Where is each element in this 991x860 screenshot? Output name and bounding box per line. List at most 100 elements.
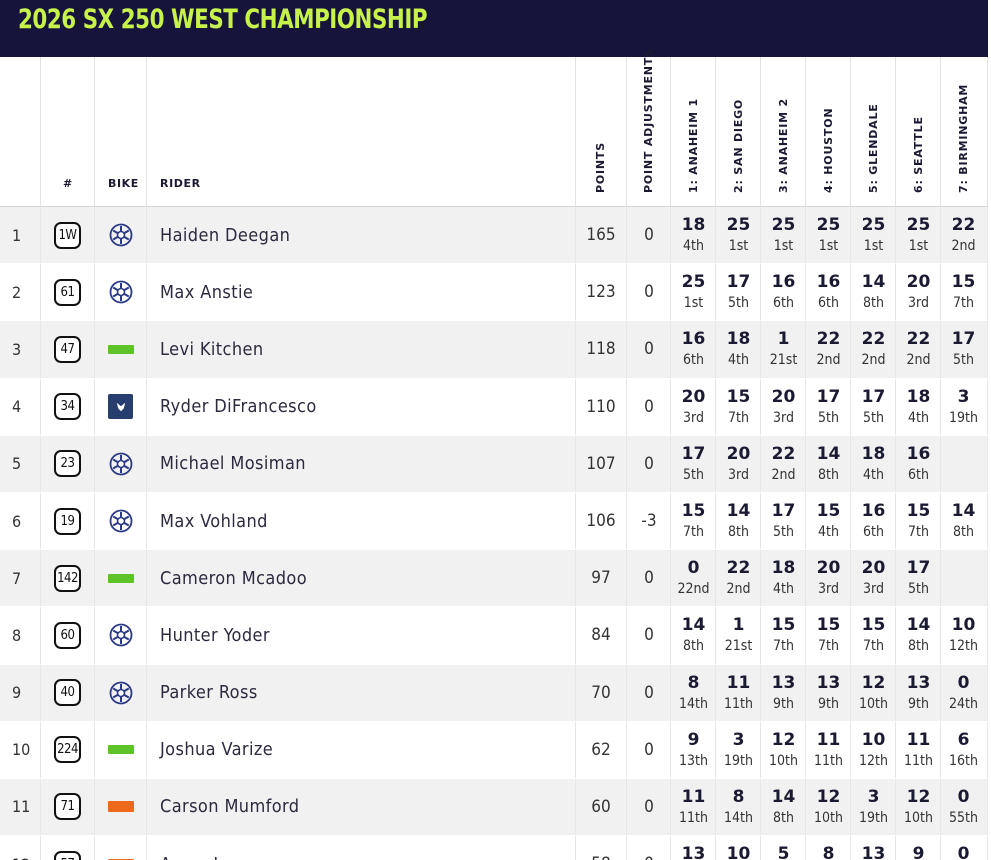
round-finish: 4th <box>818 524 839 541</box>
bike-cell <box>95 550 146 606</box>
column-divider <box>575 778 576 836</box>
column-divider <box>146 57 147 206</box>
column-divider <box>40 721 41 778</box>
number-cell: 60 <box>41 607 94 663</box>
round-points: 20 <box>681 386 706 407</box>
round-result-cell: 22 2nd <box>806 321 851 377</box>
column-divider <box>715 664 716 721</box>
rider-name[interactable]: Max Anstie <box>160 281 254 303</box>
round-finish: 11th <box>724 695 753 712</box>
column-divider <box>715 57 716 206</box>
column-divider <box>940 207 941 264</box>
number-cell: 1W <box>41 207 94 263</box>
round-finish: 6th <box>773 295 794 312</box>
round-points: 22 <box>951 215 976 236</box>
rider-name[interactable]: Joshua Varize <box>160 739 274 761</box>
column-divider <box>626 492 627 550</box>
round-result-cell: 15 7th <box>851 607 896 663</box>
rider-name[interactable]: Levi Kitchen <box>160 338 264 360</box>
round-points: 14 <box>906 615 931 636</box>
column-divider <box>895 264 896 321</box>
round-finish: 5th <box>863 409 884 426</box>
column-divider <box>715 321 716 378</box>
column-divider <box>940 435 941 492</box>
column-divider <box>850 57 851 206</box>
round-result-cell: 8 14th <box>716 779 761 835</box>
rider-name[interactable]: Haiden Deegan <box>160 224 291 246</box>
column-divider <box>670 207 671 264</box>
round-result-cell: 14 8th <box>716 493 761 549</box>
bike-cell <box>95 436 146 492</box>
column-divider <box>626 721 627 778</box>
points-cell: 165 <box>586 225 616 246</box>
round-points: 11 <box>816 729 841 750</box>
column-divider <box>40 207 41 264</box>
column-divider <box>670 721 671 778</box>
header-round-2: 2: SAN DIEGO <box>731 98 745 193</box>
round-finish: 2nd <box>726 581 751 598</box>
round-result-cell: 14 8th <box>941 493 986 549</box>
round-finish: 7th <box>728 409 749 426</box>
round-points: 25 <box>681 272 706 293</box>
column-divider <box>626 207 627 264</box>
round-points: 17 <box>951 329 976 350</box>
column-divider <box>940 492 941 550</box>
round-finish: 24th <box>949 695 978 712</box>
rider-name[interactable]: Ryder DiFrancesco <box>160 396 317 418</box>
rider-name[interactable]: Carson Mumford <box>160 796 300 818</box>
point-adjustment-cell: 0 <box>644 739 654 760</box>
round-result-cell: 3 19th <box>851 779 896 835</box>
column-divider <box>575 836 576 860</box>
page-title: 2026 SX 250 WEST CHAMPIONSHIP <box>18 4 428 35</box>
column-divider <box>670 607 671 664</box>
round-finish: 6th <box>683 352 704 369</box>
round-result-cell: 12 10th <box>896 779 941 835</box>
rider-name[interactable]: Max Vohland <box>160 510 268 532</box>
round-finish: 11th <box>814 752 843 769</box>
bike-cell <box>95 264 146 320</box>
round-result-cell: 14 8th <box>851 264 896 320</box>
column-divider <box>940 664 941 721</box>
column-divider <box>760 492 761 550</box>
round-finish: 1st <box>683 295 704 312</box>
column-divider <box>895 378 896 435</box>
yamaha-icon <box>109 223 132 247</box>
header-round-4-cell: 4: HOUSTON <box>806 56 851 206</box>
round-result-cell: 3 19th <box>716 722 761 778</box>
column-divider <box>94 836 95 860</box>
rider-name[interactable]: Parker Ross <box>160 682 258 704</box>
column-divider <box>575 607 576 664</box>
round-finish: 10th <box>769 752 798 769</box>
column-divider <box>850 207 851 264</box>
round-result-cell: 15 4th <box>806 493 851 549</box>
round-points: 8 <box>732 786 745 807</box>
round-result-cell: 17 5th <box>806 379 851 435</box>
column-divider <box>805 435 806 492</box>
column-divider <box>94 721 95 778</box>
header-round-7: 7: BIRMINGHAM <box>956 83 970 193</box>
rider-name[interactable]: Cameron Mcadoo <box>160 567 308 589</box>
table-row: 7 142 Cameron Mcadoo 97 0 0 22nd 22 2nd 18 4th 20 3r… <box>0 550 988 608</box>
round-points: 18 <box>861 443 886 464</box>
round-points: 15 <box>906 501 931 522</box>
round-finish: 5th <box>683 466 704 483</box>
round-finish: 16th <box>949 752 978 769</box>
column-divider <box>40 435 41 492</box>
husqvarna-icon <box>108 394 133 420</box>
kawasaki-icon <box>107 573 134 583</box>
rider-name[interactable]: Michael Mosiman <box>160 453 306 475</box>
points-cell: 62 <box>591 739 611 760</box>
column-divider <box>987 836 988 860</box>
number-plate: 60 <box>54 621 81 649</box>
round-result-cell: 22 2nd <box>851 321 896 377</box>
column-divider <box>940 550 941 607</box>
column-divider <box>987 207 988 264</box>
column-divider <box>575 664 576 721</box>
rider-name[interactable]: Hunter Yoder <box>160 624 270 646</box>
round-finish: 21st <box>769 352 798 369</box>
column-divider <box>146 778 147 836</box>
rider-name[interactable]: Avery Long <box>147 836 575 860</box>
round-finish: 21st <box>724 638 753 655</box>
round-result-cell: 15 7th <box>896 493 941 549</box>
round-result-cell: 20 3rd <box>896 264 941 320</box>
